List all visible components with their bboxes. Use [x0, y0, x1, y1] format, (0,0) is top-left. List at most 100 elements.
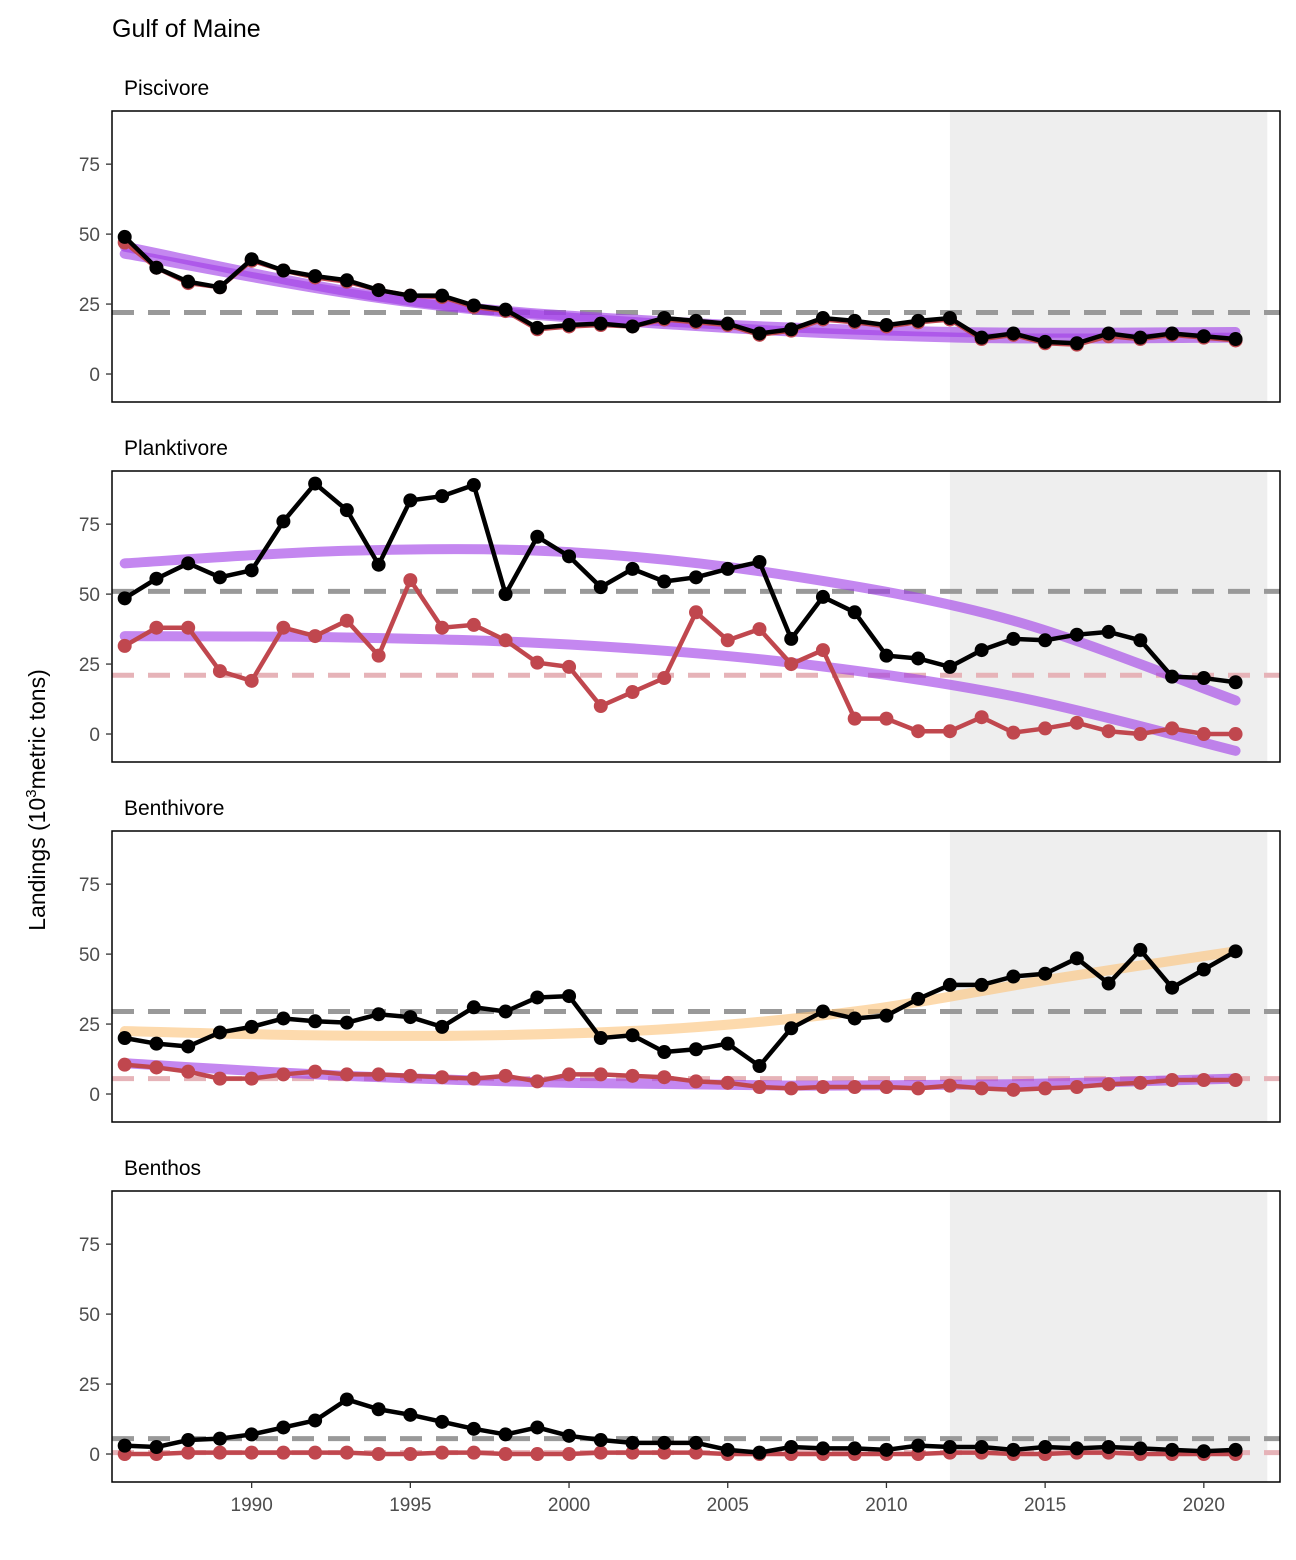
data-point-commercial	[879, 711, 894, 726]
data-point-commercial	[498, 1447, 513, 1462]
data-point-total	[1196, 962, 1211, 977]
data-point-commercial	[149, 620, 164, 635]
data-point-commercial	[435, 1445, 450, 1460]
data-point-total	[117, 1031, 132, 1046]
data-point-commercial	[1196, 727, 1211, 742]
data-point-total	[435, 1019, 450, 1034]
data-point-total	[847, 605, 862, 620]
x-tick-label: 1995	[389, 1495, 431, 1516]
data-point-total	[498, 1004, 513, 1019]
data-point-total	[720, 1442, 735, 1457]
data-point-commercial	[815, 643, 830, 658]
data-point-commercial	[625, 1445, 640, 1460]
data-point-total	[276, 514, 291, 529]
data-point-total	[752, 554, 767, 569]
data-point-total	[879, 648, 894, 663]
y-tick-label: 75	[79, 515, 100, 536]
data-point-total	[1069, 1441, 1084, 1456]
data-point-total	[117, 591, 132, 606]
data-point-total	[1165, 326, 1180, 341]
data-point-total	[117, 229, 132, 244]
panel-piscivore: Piscivore 0 25 50 75	[79, 77, 1281, 403]
data-point-total	[974, 643, 989, 658]
trend-line-1	[119, 248, 1241, 344]
data-point-total	[657, 574, 672, 589]
data-point-commercial	[1069, 1080, 1084, 1095]
data-point-total	[879, 318, 894, 333]
data-point-total	[1133, 1441, 1148, 1456]
data-point-total	[339, 1015, 354, 1030]
data-point-total	[625, 319, 640, 334]
data-point-total	[593, 1031, 608, 1046]
x-tick-label: 2010	[865, 1495, 907, 1516]
data-point-total	[911, 313, 926, 328]
data-point-total	[371, 1402, 386, 1417]
data-point-commercial	[562, 1447, 577, 1462]
data-point-total	[942, 977, 957, 992]
data-point-total	[593, 580, 608, 595]
y-axis-title: Landings (103metric tons)	[23, 669, 50, 930]
data-point-total	[847, 1441, 862, 1456]
data-point-total	[308, 1413, 323, 1428]
data-point-commercial	[593, 699, 608, 714]
data-point-total	[403, 1010, 418, 1025]
y-axis-title-prefix: Landings (10	[24, 798, 50, 931]
data-point-commercial	[689, 1445, 703, 1460]
panel-border	[111, 830, 1281, 1123]
data-point-total	[1133, 330, 1148, 345]
data-point-commercial	[276, 620, 291, 635]
data-point-commercial	[657, 1445, 672, 1460]
panel-planktivore: Planktivore 0 25 50 75	[79, 437, 1281, 763]
data-point-total	[562, 1428, 577, 1443]
plot-area	[112, 1392, 1280, 1462]
data-point-total	[720, 1036, 735, 1051]
data-point-commercial	[657, 671, 672, 686]
data-point-commercial	[181, 1445, 196, 1460]
data-point-commercial	[308, 629, 323, 644]
panel-title: Benthos	[124, 1157, 201, 1180]
data-point-commercial	[212, 1445, 227, 1460]
y-tick-label: 75	[79, 1235, 100, 1256]
data-point-commercial	[244, 1071, 259, 1086]
data-point-total	[625, 561, 640, 576]
x-tick-label: 2005	[707, 1495, 749, 1516]
data-point-commercial	[1069, 715, 1084, 730]
x-tick-label: 2000	[548, 1495, 590, 1516]
data-point-total	[593, 316, 608, 331]
data-point-total	[1228, 1442, 1243, 1457]
data-point-commercial	[911, 724, 926, 739]
data-point-total	[403, 493, 418, 508]
data-point-total	[339, 273, 354, 288]
data-point-commercial	[689, 605, 703, 620]
data-point-total	[1101, 624, 1116, 639]
data-point-total	[752, 1059, 767, 1074]
data-point-total	[498, 587, 513, 602]
data-point-total	[562, 549, 577, 564]
data-point-total	[784, 1440, 799, 1455]
data-point-total	[498, 302, 513, 317]
panel-title: Benthivore	[124, 797, 224, 820]
data-point-commercial	[562, 1067, 577, 1082]
data-point-commercial	[1006, 725, 1021, 740]
data-point-total	[689, 570, 703, 585]
y-tick-label: 25	[79, 1015, 100, 1036]
data-point-commercial	[815, 1080, 830, 1095]
y-tick-label: 25	[79, 655, 100, 676]
y-tick-label: 0	[89, 1445, 100, 1466]
y-axis-title-superscript: 3	[23, 789, 40, 797]
data-point-total	[784, 631, 799, 646]
y-tick-label: 25	[79, 295, 100, 316]
data-point-commercial	[1133, 1075, 1148, 1090]
x-tick-label: 2015	[1024, 1495, 1066, 1516]
y-tick-label: 50	[79, 1305, 100, 1326]
data-point-commercial	[117, 1057, 132, 1072]
data-point-total	[212, 1025, 227, 1040]
data-point-total	[974, 330, 989, 345]
data-point-total	[784, 322, 799, 337]
data-point-total	[403, 288, 418, 303]
shaded-region	[949, 111, 1268, 402]
chart-title: Gulf of Maine	[112, 15, 261, 43]
data-point-commercial	[403, 1068, 418, 1083]
